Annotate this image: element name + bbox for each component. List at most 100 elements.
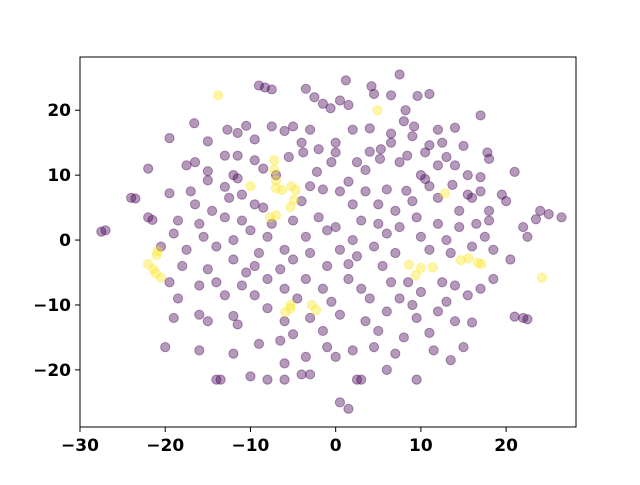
data-point (483, 215, 495, 226)
data-point (275, 264, 286, 275)
data-point (381, 364, 392, 375)
data-point (518, 312, 529, 324)
data-point (202, 264, 213, 275)
data-point (483, 205, 495, 216)
data-point (198, 231, 209, 242)
data-point (228, 170, 239, 181)
data-point (334, 244, 346, 255)
data-point (279, 244, 290, 255)
data-point (228, 348, 239, 359)
data-point (189, 157, 201, 168)
data-point (394, 157, 405, 168)
x-axis: −30 −20 −10 0 10 20 (61, 427, 518, 456)
data-point (373, 325, 384, 337)
data-point (356, 283, 367, 294)
data-point (394, 293, 405, 304)
data-point (385, 90, 397, 101)
data-point (317, 325, 328, 337)
data-point (249, 155, 260, 166)
data-point (343, 403, 354, 414)
data-point (412, 90, 423, 102)
data-point (224, 192, 235, 203)
data-point (364, 293, 375, 304)
data-point (317, 98, 328, 109)
data-point (343, 99, 354, 111)
data-point (296, 196, 307, 207)
data-point (236, 215, 248, 226)
data-point (147, 214, 158, 226)
data-point (266, 121, 277, 132)
data-point (351, 157, 363, 168)
data-point (305, 312, 316, 324)
data-point (398, 332, 409, 343)
data-point (390, 247, 401, 259)
data-point (313, 144, 324, 155)
data-point (385, 128, 397, 139)
data-point (100, 225, 111, 236)
data-point (279, 316, 290, 327)
data-point (287, 329, 299, 340)
data-point (130, 193, 141, 204)
data-point (262, 303, 273, 314)
data-point (189, 199, 201, 210)
data-point (415, 262, 426, 274)
data-point (400, 105, 411, 116)
data-point (454, 205, 465, 216)
data-point (126, 192, 137, 203)
data-point (236, 280, 248, 291)
data-point (287, 215, 299, 226)
data-point (543, 208, 554, 220)
data-point (509, 311, 520, 322)
data-point (432, 306, 444, 317)
data-point (322, 225, 333, 236)
data-point (253, 80, 265, 91)
data-point (194, 280, 205, 291)
data-point (483, 153, 495, 165)
data-point (340, 75, 351, 86)
data-point (317, 184, 328, 195)
data-point (219, 290, 230, 301)
data-point (439, 188, 450, 199)
data-point (447, 179, 458, 190)
data-point (164, 133, 175, 144)
data-point (194, 218, 205, 229)
data-point (300, 231, 311, 242)
data-point (270, 170, 282, 181)
data-point (463, 253, 474, 264)
data-point (462, 290, 473, 301)
data-point (305, 247, 316, 259)
data-point (356, 374, 367, 385)
data-point (96, 226, 107, 237)
data-point (264, 212, 276, 223)
data-point (410, 270, 421, 281)
data-point (245, 225, 256, 236)
data-point (449, 122, 461, 133)
data-point (172, 215, 184, 226)
data-point (262, 374, 273, 385)
data-points (96, 69, 567, 414)
data-point (432, 160, 444, 171)
data-point (148, 264, 159, 275)
data-point (151, 249, 162, 261)
data-point (462, 189, 473, 200)
data-point (241, 267, 252, 278)
data-point (330, 137, 341, 148)
data-point (219, 150, 230, 161)
data-point (390, 205, 401, 216)
data-point (351, 374, 363, 385)
data-point (390, 348, 401, 359)
data-point (212, 90, 224, 101)
data-point (143, 212, 154, 223)
data-point (360, 164, 371, 176)
data-point (269, 155, 280, 166)
data-point (455, 255, 467, 266)
data-point (245, 181, 256, 192)
data-point (535, 205, 546, 216)
data-point (309, 92, 320, 103)
data-point (424, 181, 435, 192)
data-point (253, 247, 265, 259)
data-point (285, 303, 296, 314)
data-point (411, 374, 422, 385)
data-point (373, 199, 384, 210)
data-point (168, 228, 179, 239)
